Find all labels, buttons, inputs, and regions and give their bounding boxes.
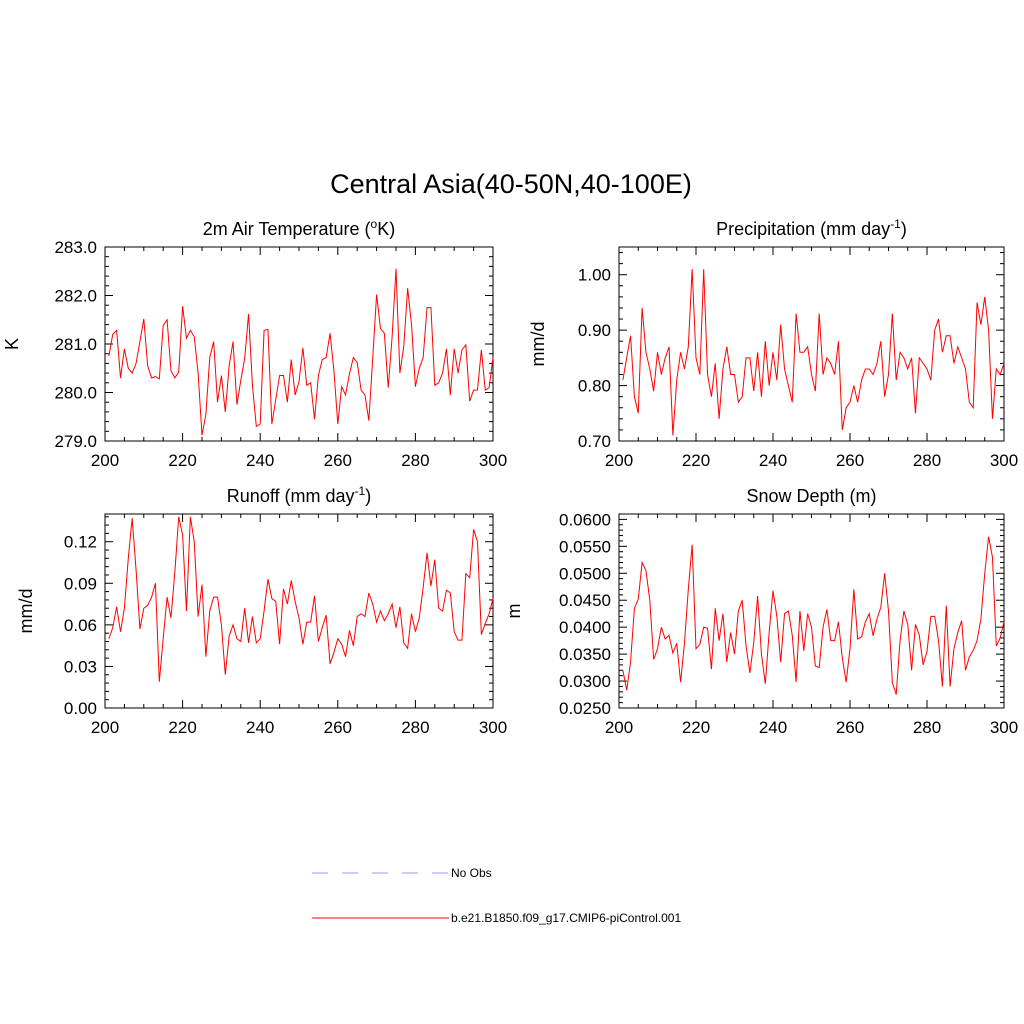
x-tick-label: 240 [759,451,787,470]
series-line [108,516,494,682]
x-tick-label: 260 [324,451,352,470]
panel-title: Runoff (mm day-1) [227,484,371,506]
x-tick-label: 200 [91,451,119,470]
x-tick-label: 300 [479,451,507,470]
y-tick-label: 0.0300 [559,672,611,691]
figure-title: Central Asia(40-50N,40-100E) [330,169,692,199]
x-tick-label: 240 [759,718,787,737]
y-tick-label: 0.80 [578,377,611,396]
chart-panel-2: Precipitation (mm day-1) mm/d 200 220 240 260… [528,217,1018,470]
plot-frame [618,246,1005,442]
x-tick-label: 280 [913,718,941,737]
x-tick-label: 240 [246,451,274,470]
y-tick-label: 0.00 [64,699,97,718]
y-tick-label: 0.0250 [559,699,611,718]
y-tick-label: 0.12 [64,533,97,552]
y-axis-label: mm/d [528,322,548,367]
plot-frame [104,246,494,442]
y-tick-label: 0.0400 [559,618,611,637]
x-tick-label: 280 [401,451,429,470]
x-tick-label: 220 [682,718,710,737]
y-axis-label: K [2,338,22,350]
x-tick-label: 280 [401,718,429,737]
y-tick-label: 283.0 [54,238,97,257]
series-line [622,269,1005,436]
x-tick-label: 200 [605,451,633,470]
y-axis-label: m [504,604,524,619]
x-tick-label: 300 [479,718,507,737]
x-tick-label: 200 [605,718,633,737]
y-tick-label: 0.0600 [559,510,611,529]
x-tick-label: 300 [990,718,1018,737]
plot-frame [104,513,494,709]
legend-label: No Obs [451,866,492,880]
x-tick-label: 220 [168,718,196,737]
y-tick-label: 0.06 [64,616,97,635]
y-tick-label: 0.0450 [559,591,611,610]
x-tick-label: 300 [990,451,1018,470]
panels-group: 2m Air Temperature (oK) K 200 220 240 260 280 3… [2,217,1018,737]
legend: No Obs b.e21.B1850.f09_g17.CMIP6-piContro… [312,866,681,925]
y-tick-label: 282.0 [54,287,97,306]
chart-panel-1: 2m Air Temperature (oK) K 200 220 240 260 280 3… [2,217,507,470]
y-tick-label: 0.0350 [559,645,611,664]
panel-title: Snow Depth (m) [746,486,876,506]
y-tick-label: 0.90 [578,321,611,340]
x-tick-label: 220 [168,451,196,470]
x-tick-label: 240 [246,718,274,737]
panel-title: Precipitation (mm day-1) [716,217,907,239]
series-line [622,536,1005,695]
y-tick-label: 280.0 [54,384,97,403]
y-tick-label: 1.00 [578,266,611,285]
x-tick-label: 260 [324,718,352,737]
y-tick-label: 0.0500 [559,564,611,583]
x-tick-label: 200 [91,718,119,737]
y-axis-label: mm/d [16,589,36,634]
x-tick-label: 220 [682,451,710,470]
y-tick-label: 0.03 [64,657,97,676]
y-tick-label: 0.70 [578,432,611,451]
y-tick-label: 279.0 [54,432,97,451]
x-tick-label: 260 [836,451,864,470]
legend-label: b.e21.B1850.f09_g17.CMIP6-piControl.001 [451,911,681,925]
x-tick-label: 280 [913,451,941,470]
y-tick-label: 0.0550 [559,537,611,556]
chart-panel-3: Runoff (mm day-1) mm/d 200 220 240 260 280 300 0… [16,484,507,737]
panel-title: 2m Air Temperature (oK) [203,217,395,239]
y-tick-label: 281.0 [54,335,97,354]
x-tick-label: 260 [836,718,864,737]
series-line [108,268,494,436]
chart-panel-4: Snow Depth (m) m 200 220 240 260 280 300 0.0250 0… [504,486,1018,737]
y-tick-label: 0.09 [64,574,97,593]
